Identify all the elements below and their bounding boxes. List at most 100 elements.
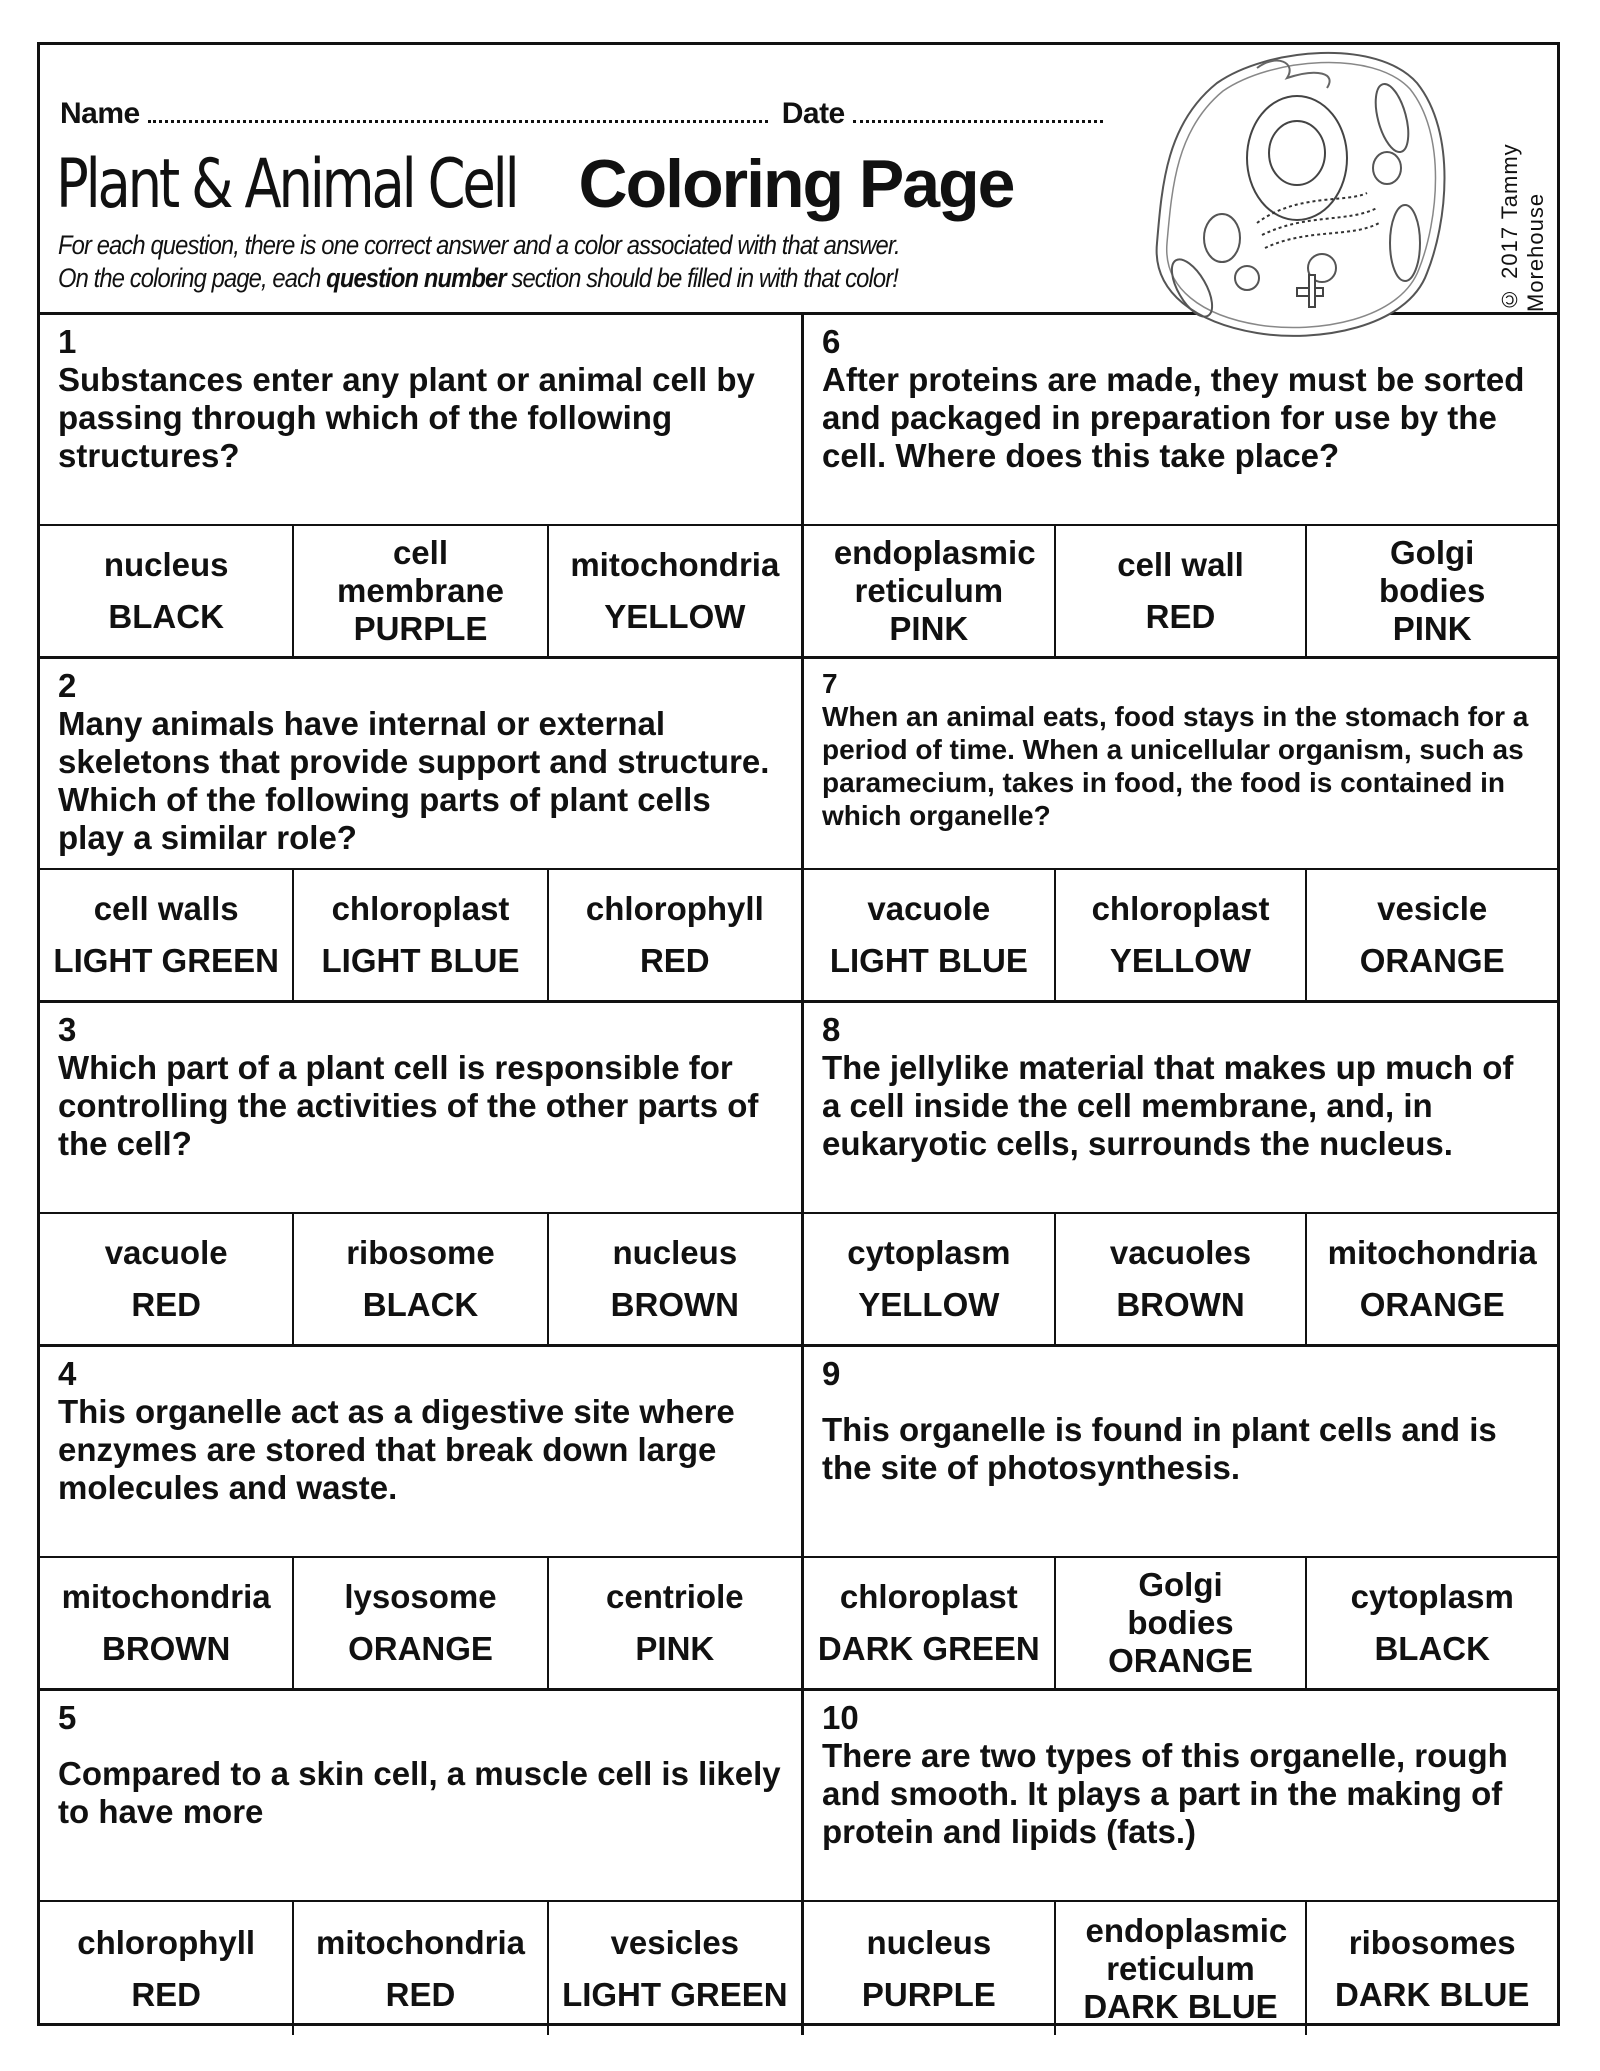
answer-choice[interactable]: cytoplasm YELLOW [804, 1214, 1056, 1344]
answer-term: vesicles [610, 1923, 740, 1961]
answer-term: endoplasmic reticulum [833, 534, 1036, 609]
question-10: 10 There are two types of this organelle,… [804, 1691, 1557, 1902]
answer-choice[interactable]: vacuole RED [40, 1214, 295, 1344]
answer-choice[interactable]: vacuoles BROWN [1056, 1214, 1308, 1344]
answer-color: DARK GREEN [817, 1630, 1040, 1667]
answer-term: vacuole [867, 890, 991, 927]
worksheet: Name Date Plant & Animal Cell Coloring Pa… [37, 42, 1560, 2035]
instructions-line-2: On the coloring page, each question numb… [58, 262, 900, 295]
answer-color: RED [1145, 598, 1216, 635]
instr-text: On the coloring page, each [58, 263, 321, 293]
answer-choice[interactable]: nucleus PURPLE [804, 1902, 1056, 2035]
answer-term: chloroplast [1091, 890, 1270, 927]
answer-color: LIGHT GREEN [562, 1975, 788, 2013]
answer-term: nucleus [612, 1234, 738, 1271]
answer-term: mitochondria [1327, 1234, 1537, 1271]
instr-text: section should be filled in with that co… [511, 263, 899, 293]
answer-term: ribosome [346, 1234, 495, 1271]
answer-choice[interactable]: vesicles LIGHT GREEN [549, 1902, 801, 2035]
answer-choice[interactable]: Golgi bodies ORANGE [1056, 1558, 1308, 1688]
answer-term: vacuoles [1109, 1234, 1252, 1271]
questions-right-column: 6 After proteins are made, they must be s… [801, 315, 1557, 2035]
instructions: For each question, there is one correct … [58, 229, 901, 295]
answer-color: PINK [889, 610, 969, 647]
answer-choice[interactable]: chloroplast DARK GREEN [804, 1558, 1056, 1688]
answer-choice[interactable]: cell walls LIGHT GREEN [40, 870, 295, 1000]
answer-color: ORANGE [348, 1630, 493, 1667]
question-3: 3 Which part of a plant cell is responsib… [40, 1003, 801, 1214]
answer-choice[interactable]: ribosomes DARK BLUE [1307, 1902, 1557, 2035]
answer-color: YELLOW [858, 1286, 1000, 1323]
answer-row-10: nucleus PURPLE endoplasmic reticulum DARK B… [804, 1902, 1557, 2035]
answer-choice[interactable]: cytoplasm BLACK [1307, 1558, 1557, 1688]
question-text: The jellylike material that makes up muc… [822, 1049, 1514, 1162]
answer-term: Golgi bodies [1378, 534, 1486, 609]
answer-color: PINK [635, 1630, 715, 1667]
answer-color: ORANGE [1359, 1286, 1505, 1323]
answer-choice[interactable]: cell membrane PURPLE [294, 526, 549, 656]
header: Name Date Plant & Animal Cell Coloring Pa… [40, 45, 1557, 337]
question-text: Which part of a plant cell is responsibl… [58, 1049, 759, 1162]
answer-color: PURPLE [861, 1975, 996, 2013]
answer-choice[interactable]: centriole PINK [549, 1558, 801, 1688]
answer-choice[interactable]: cell wall RED [1056, 526, 1308, 656]
date-field[interactable] [852, 116, 1103, 123]
answer-choice[interactable]: mitochondria ORANGE [1307, 1214, 1557, 1344]
answer-choice[interactable]: ribosome BLACK [294, 1214, 549, 1344]
question-number: 10 [822, 1699, 859, 1736]
name-field[interactable] [147, 116, 768, 123]
answer-choice[interactable]: mitochondria RED [294, 1902, 549, 2035]
question-number: 7 [822, 668, 838, 699]
name-date-line: Name Date [60, 97, 1117, 131]
answer-term: vacuole [104, 1234, 228, 1271]
answer-term: mitochondria [315, 1923, 525, 1961]
answer-choice[interactable]: chloroplast YELLOW [1056, 870, 1308, 1000]
answer-color: BLACK [108, 598, 224, 635]
answer-choice[interactable]: chlorophyll RED [549, 870, 801, 1000]
answer-color: BROWN [1116, 1286, 1245, 1323]
answer-color: BROWN [102, 1630, 231, 1667]
answer-choice[interactable]: endoplasmic reticulum PINK [804, 526, 1056, 656]
answer-term: mitochondria [61, 1578, 271, 1615]
question-number: 3 [58, 1011, 77, 1048]
answer-color: PINK [1392, 610, 1472, 647]
answer-choice[interactable]: mitochondria BROWN [40, 1558, 295, 1688]
answer-choice[interactable]: chlorophyll RED [40, 1902, 295, 2035]
answer-choice[interactable]: endoplasmic reticulum DARK BLUE [1056, 1902, 1308, 2035]
answer-term: Golgi bodies [1127, 1566, 1234, 1641]
answer-choice[interactable]: nucleus BLACK [40, 526, 295, 656]
answer-row-9: chloroplast DARK GREEN Golgi bodies ORANGE c… [804, 1558, 1557, 1691]
question-text: This organelle is found in plant cells a… [822, 1411, 1497, 1486]
answer-choice[interactable]: vesicle ORANGE [1307, 870, 1557, 1000]
answer-choice[interactable]: mitochondria YELLOW [549, 526, 801, 656]
answer-term: chloroplast [839, 1578, 1018, 1615]
answer-color: YELLOW [604, 598, 746, 635]
question-number: 4 [58, 1355, 77, 1392]
answer-term: mitochondria [570, 546, 780, 583]
answer-term: cytoplasm [847, 1234, 1011, 1271]
answer-choice[interactable]: vacuole LIGHT BLUE [804, 870, 1056, 1000]
name-label: Name [60, 97, 140, 130]
question-text: Substances enter any plant or animal cel… [58, 361, 755, 474]
question-1: 1 Substances enter any plant or animal ce… [40, 315, 801, 526]
question-number: 9 [822, 1355, 841, 1392]
answer-color: DARK BLUE [1083, 1987, 1278, 2025]
answer-term: cell membrane [337, 534, 504, 609]
answer-term: nucleus [866, 1923, 992, 1961]
question-8: 8 The jellylike material that makes up mu… [804, 1003, 1557, 1214]
questions-left-column: 1 Substances enter any plant or animal ce… [40, 315, 801, 2035]
answer-color: YELLOW [1109, 942, 1252, 979]
question-9: 9 This organelle is found in plant cells … [804, 1347, 1557, 1558]
answer-color: LIGHT BLUE [321, 942, 520, 979]
question-2: 2 Many animals have internal or external … [40, 659, 801, 870]
question-number: 8 [822, 1011, 841, 1048]
answer-choice[interactable]: Golgi bodies PINK [1307, 526, 1557, 656]
answer-choice[interactable]: nucleus BROWN [549, 1214, 801, 1344]
answer-color: ORANGE [1359, 942, 1505, 979]
answer-term: cytoplasm [1350, 1578, 1514, 1615]
answer-choice[interactable]: chloroplast LIGHT BLUE [294, 870, 549, 1000]
answer-row-2: cell walls LIGHT GREEN chloroplast LIGHT BL… [40, 870, 801, 1003]
answer-choice[interactable]: lysosome ORANGE [294, 1558, 549, 1688]
answer-row-6: endoplasmic reticulum PINK cell wall RED Gol… [804, 526, 1557, 659]
answer-row-5: chlorophyll RED mitochondria RED vesicles LIG… [40, 1902, 801, 2035]
